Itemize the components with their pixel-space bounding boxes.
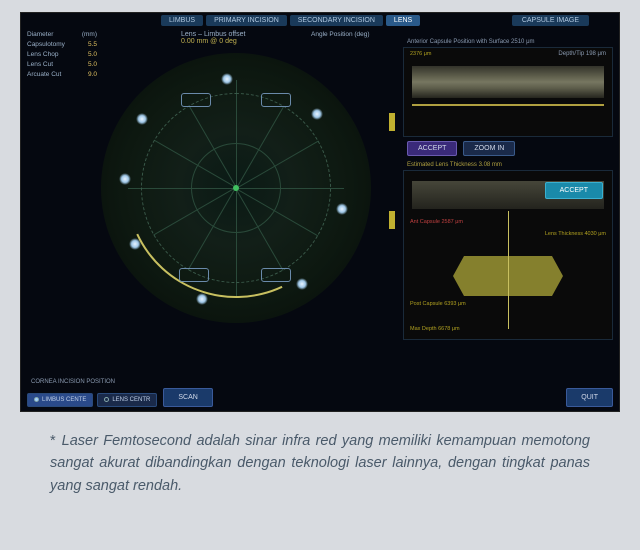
scan-center-line (508, 211, 509, 329)
alignment-bracket[interactable] (261, 268, 291, 282)
scan-depth-right: Depth/Tip 198 μm (558, 51, 606, 57)
lens-thickness-readout: Lens Thickness 4030 μm (545, 231, 606, 237)
circular-eye-view[interactable] (91, 43, 381, 353)
accept-button[interactable]: ACCEPT (407, 141, 457, 156)
drag-handle-icon[interactable] (389, 211, 395, 229)
ant-capsule-readout: Ant Capsule 2587 μm (410, 219, 463, 225)
lens-cut-label: Lens Cut (27, 61, 53, 68)
scan-top-label: Anterior Capsule Position with Surface 2… (407, 39, 613, 45)
anterior-scan-view[interactable]: 2376 μm Depth/Tip 198 μm (403, 47, 613, 137)
surgical-ui-frame: LIMBUS PRIMARY INCISION SECONDARY INCISI… (20, 12, 620, 412)
zoom-in-button[interactable]: ZOOM IN (463, 141, 515, 156)
reflection-spot (311, 108, 323, 120)
radio-dot-icon (34, 397, 39, 402)
scan-marker-line (412, 104, 604, 106)
radio-dot-icon (104, 397, 109, 402)
top-tab-bar: LIMBUS PRIMARY INCISION SECONDARY INCISI… (161, 15, 420, 26)
incision-position-radio-group: LIMBUS CENTE LENS CENTR (27, 393, 157, 407)
capsulotomy-label: Capsulotomy (27, 41, 65, 48)
tab-secondary-incision[interactable]: SECONDARY INCISION (290, 15, 383, 26)
oct-tissue-layer (412, 66, 604, 98)
tab-capsule-image[interactable]: CAPSULE IMAGE (512, 15, 589, 26)
post-capsule-readout: Post Capsule 6393 μm (410, 301, 466, 307)
reflection-spot (296, 278, 308, 290)
alignment-bracket[interactable] (181, 93, 211, 107)
figure-caption: *Laser Femtosecond adalah sinar infra re… (50, 430, 590, 497)
reflection-spot (136, 113, 148, 125)
oct-scan-panel: Anterior Capsule Position with Surface 2… (403, 37, 613, 381)
scan-depth-left: 2376 μm (410, 51, 432, 57)
arcuate-cut-overlay (101, 53, 371, 323)
reflection-spot (119, 173, 131, 185)
max-depth-readout: Max Depth 6678 μm (410, 326, 460, 332)
scan-button-row: ACCEPT ZOOM IN (407, 141, 613, 156)
bottom-toolbar: LIMBUS CENTE LENS CENTR SCAN QUIT (27, 388, 613, 407)
estimated-thickness-label: Estimated Lens Thickness 3.08 mm (407, 162, 613, 168)
panel-divider[interactable] (389, 113, 395, 309)
cornea-incision-group-label: CORNEA INCISION POSITION (31, 379, 115, 385)
quit-button[interactable]: QUIT (566, 388, 613, 407)
accept-button-secondary[interactable]: ACCEPT (545, 182, 603, 199)
diameter-unit: (mm) (82, 31, 97, 38)
reflection-spot (221, 73, 233, 85)
parameter-panel: Diameter(mm) Capsulotomy5.5 Lens Chop5.0… (27, 31, 97, 81)
arcuate-cut-label: Arcuate Cut (27, 71, 61, 78)
angle-position-label: Angle Position (deg) (311, 31, 370, 38)
tab-lens[interactable]: LENS (386, 15, 420, 26)
tab-primary-incision[interactable]: PRIMARY INCISION (206, 15, 287, 26)
reflection-spot (336, 203, 348, 215)
alignment-bracket[interactable] (179, 268, 209, 282)
alignment-bracket[interactable] (261, 93, 291, 107)
eye-image (101, 53, 371, 323)
tab-limbus[interactable]: LIMBUS (161, 15, 203, 26)
reflection-spot (129, 238, 141, 250)
reflection-spot (196, 293, 208, 305)
drag-handle-icon[interactable] (389, 113, 395, 131)
radio-lens-center[interactable]: LENS CENTR (97, 393, 157, 407)
diameter-label: Diameter (27, 31, 53, 38)
lens-chop-label: Lens Chop (27, 51, 58, 58)
scan-button[interactable]: SCAN (163, 388, 212, 407)
radio-limbus-center[interactable]: LIMBUS CENTE (27, 393, 93, 407)
